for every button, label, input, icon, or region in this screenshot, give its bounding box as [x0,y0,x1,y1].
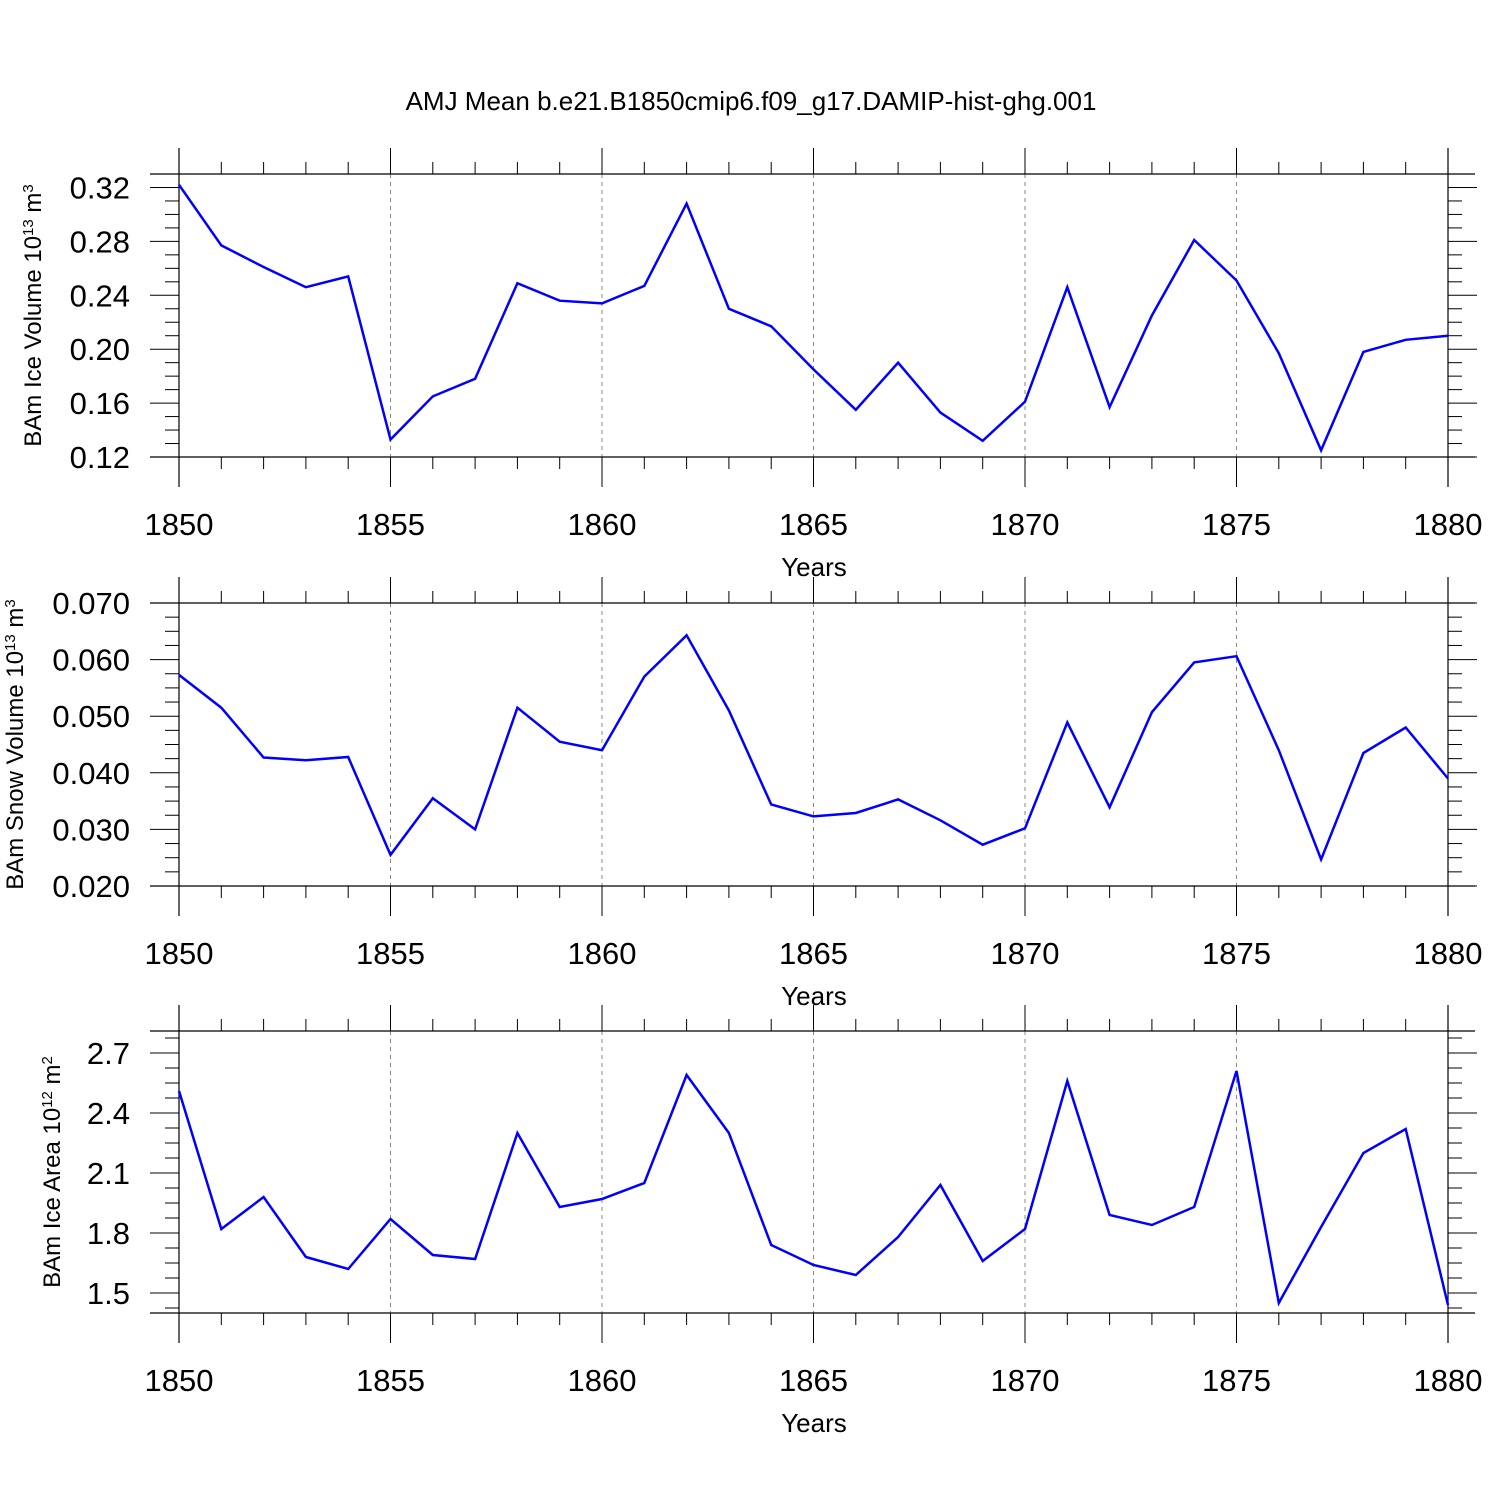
x-tick-label: 1865 [779,936,848,971]
x-tick-label: 1865 [779,507,848,542]
x-tick-label: 1860 [568,1363,637,1398]
x-tick-label: 1850 [145,507,214,542]
x-tick-label: 1875 [1202,507,1271,542]
y-tick-label: 0.24 [70,278,130,313]
y-tick-label: 0.20 [70,332,130,367]
y-tick-label: 0.28 [70,224,130,259]
x-tick-label: 1875 [1202,936,1271,971]
y-tick-label: 0.050 [52,699,130,734]
y-tick-label: 0.12 [70,440,130,475]
y-axis-label-part: m [20,193,47,220]
x-tick-label: 1855 [356,507,425,542]
y-tick-label: 1.5 [87,1276,130,1311]
x-tick-label: 1850 [145,936,214,971]
x-tick-label: 1865 [779,1363,848,1398]
x-tick-label: 1880 [1414,507,1483,542]
x-tick-label: 1870 [991,507,1060,542]
x-tick-label: 1860 [568,507,637,542]
panel-snow-volume: 0.020 0.030 0.040 0.050 0.060 0.070 1850 1855 18… [2,577,1483,1011]
x-tick-label: 1875 [1202,1363,1271,1398]
x-tick-label: 1855 [356,936,425,971]
y-axis-label-superscript: 2 [39,1056,56,1064]
y-axis-label-superscript: 13 [2,634,19,651]
x-tick-label: 1850 [145,1363,214,1398]
y-tick-label: 2.1 [87,1156,130,1191]
y-tick-label: 0.030 [52,812,130,847]
panel-ice-area: 1.5 1.8 2.1 2.4 2.7 1850 1855 1860 1865 1870 1875 1… [39,1005,1483,1438]
y-tick-label: 0.32 [70,170,130,205]
x-tick-label: 1870 [991,1363,1060,1398]
series-line [178,633,1449,863]
y-tick-label: 0.020 [52,869,130,904]
y-axis-label-part: m [2,608,29,635]
chart-title: AMJ Mean b.e21.B1850cmip6.f09_g17.DAMIP-… [406,86,1097,116]
y-axis-label: BAm Snow Volume 1013 m3 [2,599,30,890]
y-tick-label: 2.7 [87,1036,130,1071]
y-tick-label: 0.040 [52,756,130,791]
y-tick-label: 2.4 [87,1096,130,1131]
series-line [177,184,1449,454]
panel-ice-volume: 0.12 0.16 0.20 0.24 0.28 0.32 1850 1855 1860 1865… [20,148,1483,582]
x-tick-label: 1880 [1414,936,1483,971]
y-tick-label: 1.8 [87,1216,130,1251]
y-axis-label-part: BAm Ice Volume 10 [20,236,47,447]
x-tick-label: 1860 [568,936,637,971]
y-axis-label-part: BAm Ice Area 10 [39,1108,66,1288]
y-tick-label: 0.060 [52,643,130,678]
y-axis-label-superscript: 13 [20,219,37,236]
y-axis-label-superscript: 3 [2,599,19,607]
y-axis-label-superscript: 3 [20,184,37,192]
y-axis-label-superscript: 12 [39,1091,56,1108]
x-tick-label: 1870 [991,936,1060,971]
y-tick-label: 0.16 [70,386,130,421]
y-axis-label-part: BAm Snow Volume 10 [2,651,29,890]
y-axis-label-part: m [39,1064,66,1091]
y-axis-label: BAm Ice Volume 1013 m3 [20,184,48,446]
series-line [177,1070,1450,1307]
y-tick-label: 0.070 [52,586,130,621]
x-tick-label: 1855 [356,1363,425,1398]
x-axis-label: Years [781,1408,847,1438]
x-tick-label: 1880 [1414,1363,1483,1398]
y-axis-label: BAm Ice Area 1012 m2 [39,1056,67,1288]
